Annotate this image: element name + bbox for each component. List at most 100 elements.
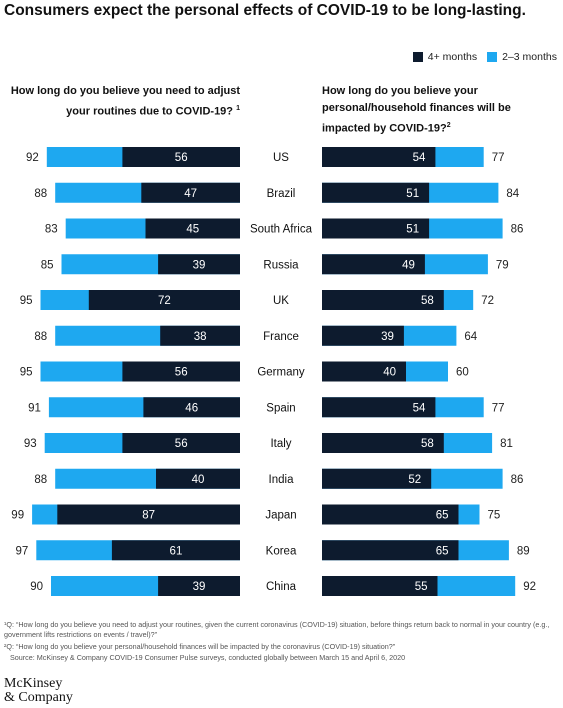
right-bar-4plus-spain [322, 397, 436, 418]
right-label-total-russia: 79 [496, 259, 509, 271]
left-bar-4plus-china [158, 576, 240, 596]
right-label-total-japan: 75 [488, 510, 501, 522]
right-label-4plus-germany: 40 [383, 367, 396, 379]
right-label-total-germany: 60 [456, 367, 469, 379]
right-bar-4plus-japan [322, 504, 459, 525]
right-label-total-china: 92 [523, 581, 536, 593]
left-bar-4plus-italy [122, 433, 240, 453]
left-label-4plus-korea: 61 [170, 545, 183, 557]
category-label-japan: Japan [265, 510, 296, 522]
left-label-total-japan: 99 [11, 510, 24, 522]
right-label-4plus-spain: 54 [413, 402, 426, 414]
legend-item-4plus: 4+ months [412, 51, 478, 63]
right-label-4plus-france: 39 [381, 331, 394, 343]
legend-label-4plus: 4+ months [427, 51, 478, 63]
right-label-total-italy: 81 [500, 438, 513, 450]
category-label-spain: Spain [266, 402, 295, 414]
left-bar-4plus-us [122, 147, 240, 167]
right-label-4plus-korea: 65 [436, 545, 449, 557]
right-bar-4plus-south-africa [322, 218, 430, 239]
category-label-india: India [269, 474, 295, 486]
left-bar-4plus-india [156, 468, 240, 489]
right-bar-4plus-uk [322, 290, 444, 310]
left-label-4plus-russia: 39 [193, 259, 206, 271]
left-label-total-us: 92 [26, 152, 39, 164]
right-bar-4plus-france [322, 325, 404, 346]
logo-line-1: McKinsey [4, 676, 63, 691]
footnote-2: ²Q: “How long do you believe your person… [4, 642, 396, 651]
left-bar-4plus-brazil [141, 182, 240, 203]
right-label-4plus-russia: 49 [402, 259, 415, 271]
right-label-4plus-us: 54 [413, 152, 426, 164]
source-note: Source: McKinsey & Company COVID-19 Cons… [10, 653, 406, 662]
right-label-4plus-south-africa: 51 [406, 224, 419, 236]
right-label-4plus-japan: 65 [436, 510, 449, 522]
legend-swatch-2to3 [487, 52, 498, 62]
left-question: How long do you believe you need to adju… [4, 83, 240, 121]
right-label-total-south-africa: 86 [511, 224, 524, 236]
left-label-4plus-uk: 72 [158, 295, 171, 307]
left-label-total-italy: 93 [24, 438, 37, 450]
left-label-total-korea: 97 [16, 545, 29, 557]
left-bar-4plus-japan [57, 504, 240, 525]
left-label-total-russia: 85 [41, 259, 54, 271]
right-label-total-france: 64 [464, 331, 477, 343]
left-label-4plus-south-africa: 45 [186, 224, 199, 236]
category-label-brazil: Brazil [267, 188, 296, 200]
left-bar-4plus-korea [111, 540, 241, 561]
right-label-4plus-uk: 58 [421, 295, 434, 307]
right-bar-4plus-korea [322, 540, 459, 561]
category-label-germany: Germany [257, 367, 305, 379]
left-bar-4plus-spain [143, 397, 240, 418]
left-question-sup: 1 [236, 105, 240, 112]
left-label-4plus-china: 39 [193, 581, 206, 593]
left-label-total-india: 88 [34, 474, 47, 486]
right-bar-4plus-germany [322, 361, 406, 382]
left-label-total-south-africa: 83 [45, 224, 58, 236]
left-label-total-uk: 95 [20, 295, 33, 307]
left-label-4plus-brazil: 47 [184, 188, 197, 200]
category-label-italy: Italy [270, 438, 291, 450]
right-label-total-brazil: 84 [506, 188, 519, 200]
left-label-total-brazil: 88 [34, 188, 47, 200]
right-label-4plus-china: 55 [415, 581, 428, 593]
left-bar-4plus-france [160, 325, 240, 346]
right-question: How long do you believe your personal/ho… [322, 83, 558, 138]
left-question-text: How long do you believe you need to adju… [10, 85, 240, 118]
left-label-total-france: 88 [34, 331, 47, 343]
left-label-4plus-france: 38 [194, 331, 207, 343]
left-label-4plus-italy: 56 [175, 438, 188, 450]
left-label-total-china: 90 [30, 581, 43, 593]
chart-title: Consumers expect the personal effects of… [4, 2, 526, 19]
left-label-total-spain: 91 [28, 402, 41, 414]
left-label-4plus-us: 56 [175, 152, 188, 164]
right-label-total-spain: 77 [492, 402, 505, 414]
category-label-uk: UK [273, 295, 289, 307]
right-bar-4plus-us [322, 147, 436, 167]
legend-item-2to3: 2–3 months [487, 51, 557, 63]
category-label-korea: Korea [266, 545, 297, 557]
right-question-text: How long do you believe your personal/ho… [322, 85, 511, 135]
left-bar-4plus-south-africa [145, 218, 240, 239]
left-bar-4plus-germany [122, 361, 240, 382]
legend-swatch-4plus [412, 52, 423, 62]
category-label-south-africa: South Africa [250, 224, 313, 236]
right-bar-4plus-russia [322, 254, 425, 275]
logo-line-2: & Company [4, 690, 73, 705]
right-label-4plus-italy: 58 [421, 438, 434, 450]
left-label-4plus-india: 40 [192, 474, 205, 486]
butterfly-bar-chart: 56 92 US 54 77 47 88 Brazil 51 84 45 83 South Africa… [11, 147, 536, 596]
category-label-russia: Russia [263, 259, 299, 271]
left-bar-4plus-russia [158, 254, 240, 275]
right-bar-4plus-brazil [322, 182, 430, 203]
right-label-total-india: 86 [511, 474, 524, 486]
legend-label-2to3: 2–3 months [502, 51, 557, 63]
mckinsey-logo: McKinsey & Company [4, 677, 73, 705]
category-label-china: China [266, 581, 297, 593]
right-label-4plus-brazil: 51 [406, 188, 419, 200]
footnote-1: ¹Q: “How long do you believe you need to… [4, 620, 550, 639]
right-bar-4plus-india [322, 468, 432, 489]
category-label-us: US [273, 152, 289, 164]
left-label-4plus-germany: 56 [175, 367, 188, 379]
right-label-total-us: 77 [492, 152, 505, 164]
